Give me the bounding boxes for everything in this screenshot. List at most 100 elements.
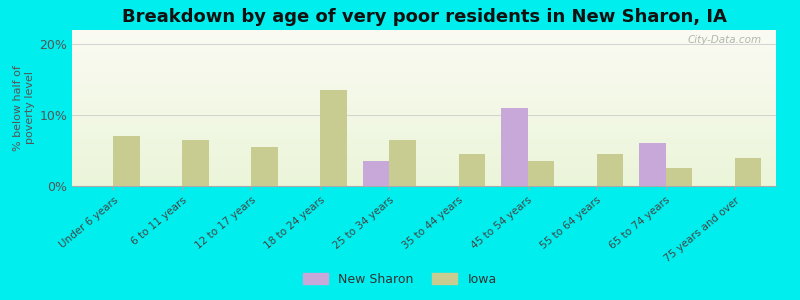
Bar <box>72 139 776 140</box>
Bar <box>72 164 776 165</box>
Bar <box>527 161 554 186</box>
Bar <box>72 159 776 160</box>
Bar <box>72 177 776 178</box>
Bar <box>72 105 776 106</box>
Bar <box>72 47 776 48</box>
Bar <box>114 136 140 186</box>
Bar <box>72 123 776 124</box>
Bar <box>72 121 776 122</box>
Bar <box>72 144 776 145</box>
Bar <box>72 147 776 148</box>
Bar <box>72 182 776 183</box>
Bar <box>72 156 776 157</box>
Bar <box>72 137 776 138</box>
Bar <box>72 140 776 141</box>
Bar <box>390 140 416 186</box>
Bar <box>72 76 776 77</box>
Bar <box>72 66 776 67</box>
Bar <box>72 98 776 99</box>
Bar <box>72 151 776 152</box>
Bar <box>72 141 776 142</box>
Bar <box>72 65 776 66</box>
Bar <box>72 87 776 88</box>
Bar <box>72 86 776 87</box>
Bar <box>72 173 776 174</box>
Bar <box>72 92 776 93</box>
Bar <box>72 78 776 79</box>
Bar <box>72 110 776 111</box>
Bar <box>72 31 776 32</box>
Bar <box>72 130 776 131</box>
Title: Breakdown by age of very poor residents in New Sharon, IA: Breakdown by age of very poor residents … <box>122 8 726 26</box>
Bar <box>72 103 776 104</box>
Bar <box>72 158 776 159</box>
Bar <box>72 152 776 153</box>
Bar <box>72 146 776 147</box>
Bar <box>72 106 776 107</box>
Bar <box>72 162 776 163</box>
Bar <box>72 49 776 50</box>
Bar <box>72 95 776 96</box>
Bar <box>72 170 776 171</box>
Bar <box>72 113 776 114</box>
Bar <box>72 126 776 127</box>
Bar <box>72 40 776 41</box>
Bar <box>72 183 776 184</box>
Bar <box>72 142 776 143</box>
Bar <box>72 148 776 149</box>
Bar <box>72 59 776 60</box>
Bar <box>72 124 776 125</box>
Bar <box>72 145 776 146</box>
Bar <box>72 99 776 100</box>
Bar <box>72 96 776 97</box>
Bar <box>72 35 776 36</box>
Bar <box>72 44 776 45</box>
Bar <box>72 174 776 175</box>
Bar <box>72 168 776 169</box>
Bar <box>72 149 776 150</box>
Bar <box>72 79 776 80</box>
Bar <box>72 32 776 33</box>
Bar <box>72 154 776 155</box>
Bar <box>72 127 776 128</box>
Bar <box>72 119 776 120</box>
Bar <box>72 185 776 186</box>
Bar <box>72 58 776 59</box>
Bar <box>72 68 776 69</box>
Bar <box>72 160 776 161</box>
Bar <box>72 67 776 68</box>
Bar <box>72 64 776 65</box>
Bar <box>72 54 776 55</box>
Bar <box>72 50 776 51</box>
Bar <box>72 85 776 86</box>
Bar <box>72 128 776 129</box>
Bar <box>72 51 776 52</box>
Bar <box>72 136 776 137</box>
Bar <box>72 69 776 70</box>
Bar <box>72 180 776 181</box>
Bar <box>72 74 776 75</box>
Bar <box>734 158 761 186</box>
Y-axis label: % below half of
poverty level: % below half of poverty level <box>14 65 35 151</box>
Bar <box>72 55 776 56</box>
Bar <box>72 169 776 170</box>
Bar <box>72 172 776 173</box>
Bar <box>72 155 776 156</box>
Bar <box>502 108 527 186</box>
Bar <box>72 101 776 102</box>
Bar <box>72 125 776 126</box>
Bar <box>72 48 776 49</box>
Bar <box>72 34 776 35</box>
Bar <box>72 138 776 139</box>
Bar <box>72 80 776 81</box>
Bar <box>72 88 776 89</box>
Bar <box>72 39 776 40</box>
Bar <box>72 114 776 115</box>
Bar <box>72 143 776 144</box>
Bar <box>72 163 776 164</box>
Bar <box>72 131 776 132</box>
Bar <box>72 53 776 54</box>
Bar <box>72 82 776 83</box>
Bar <box>639 143 666 186</box>
Bar <box>72 62 776 63</box>
